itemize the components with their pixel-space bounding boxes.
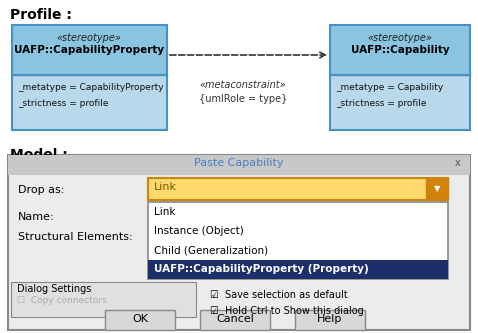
- Text: ☐  Copy connectors: ☐ Copy connectors: [17, 296, 107, 305]
- Text: Model :: Model :: [10, 148, 68, 162]
- Bar: [148, 178, 448, 200]
- Text: UAFP::CapabilityProperty: UAFP::CapabilityProperty: [14, 45, 164, 55]
- Text: Link: Link: [154, 182, 177, 192]
- Text: ΟK: ΟK: [132, 314, 148, 324]
- Text: x: x: [455, 158, 461, 168]
- Text: Help: Help: [317, 314, 343, 324]
- Text: Drop as:: Drop as:: [18, 185, 65, 195]
- Text: «metaconstraint»: «metaconstraint»: [200, 80, 286, 90]
- Bar: [426, 178, 448, 200]
- Bar: [200, 310, 270, 330]
- Bar: [105, 310, 175, 330]
- Text: ▼: ▼: [434, 184, 440, 193]
- Bar: [330, 25, 470, 75]
- Text: _metatype = Capability: _metatype = Capability: [336, 83, 443, 92]
- Text: «stereotype»: «stereotype»: [56, 33, 121, 43]
- Text: _strictness = profile: _strictness = profile: [18, 99, 109, 108]
- Text: Instance (Object): Instance (Object): [154, 226, 244, 236]
- Bar: [11, 282, 196, 317]
- Text: {umlRole = type}: {umlRole = type}: [199, 94, 287, 104]
- Bar: [148, 260, 448, 279]
- Bar: [12, 75, 167, 130]
- Text: UAFP::Capability: UAFP::Capability: [351, 45, 449, 55]
- Text: ☑  Hold Ctrl to Show this dialog: ☑ Hold Ctrl to Show this dialog: [210, 306, 364, 316]
- Text: Link: Link: [154, 206, 175, 217]
- Bar: [330, 75, 470, 130]
- Bar: [8, 155, 470, 175]
- Text: _metatype = CapabilityProperty: _metatype = CapabilityProperty: [18, 83, 163, 92]
- Text: Structural Elements:: Structural Elements:: [18, 232, 132, 242]
- Bar: [12, 25, 167, 75]
- Text: _strictness = profile: _strictness = profile: [336, 99, 426, 108]
- Text: ☑  Save selection as default: ☑ Save selection as default: [210, 290, 348, 300]
- Text: Name:: Name:: [18, 212, 54, 222]
- Bar: [295, 310, 365, 330]
- Text: Dialog Settings: Dialog Settings: [17, 284, 91, 294]
- Text: «stereotype»: «stereotype»: [368, 33, 433, 43]
- Text: Profile :: Profile :: [10, 8, 72, 22]
- Text: Paste Capability: Paste Capability: [194, 158, 284, 168]
- Bar: [8, 155, 470, 330]
- Text: UAFP::CapabilityProperty (Property): UAFP::CapabilityProperty (Property): [154, 264, 369, 274]
- Bar: [148, 202, 448, 279]
- Text: Cancel: Cancel: [216, 314, 254, 324]
- Text: Child (Generalization): Child (Generalization): [154, 245, 268, 255]
